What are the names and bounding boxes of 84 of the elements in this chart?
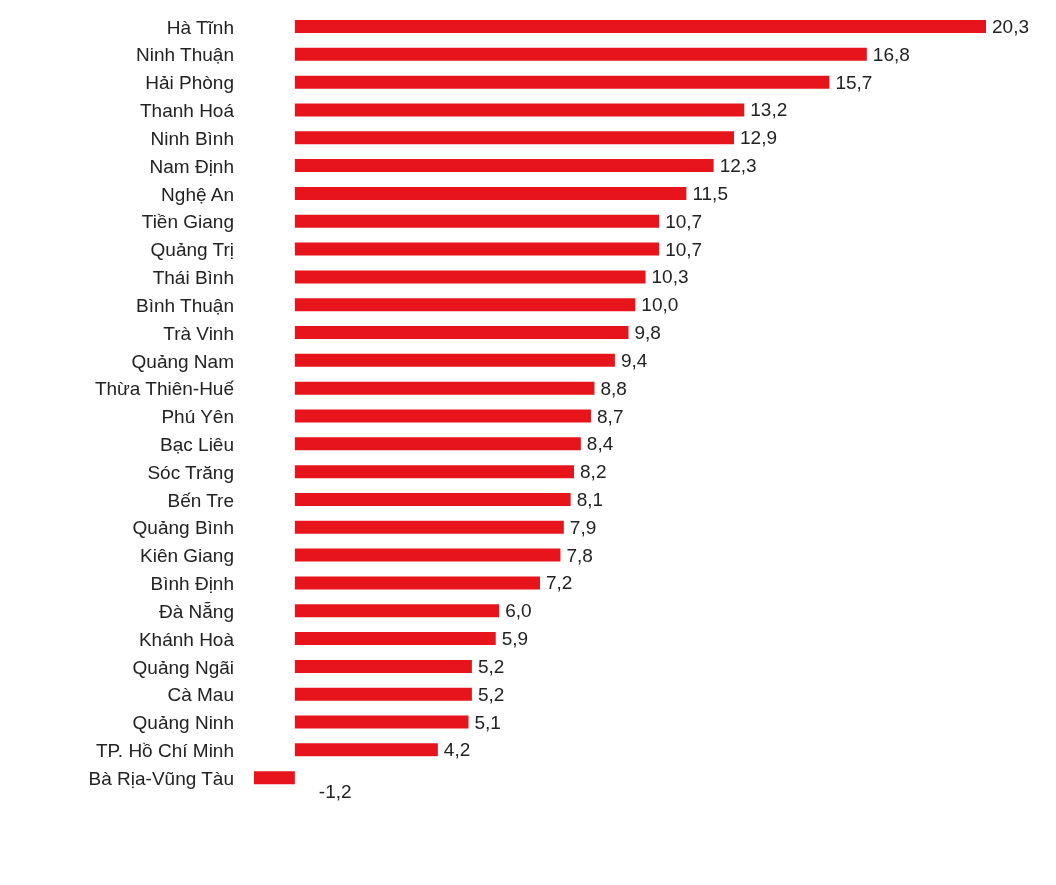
bar xyxy=(294,437,581,451)
y-tick-label: Quảng Nam xyxy=(131,350,234,372)
bar xyxy=(294,214,660,228)
data-label: 7,8 xyxy=(566,544,593,566)
y-tick-label: Bến Tre xyxy=(167,489,234,511)
bar xyxy=(294,743,438,757)
bar xyxy=(294,47,867,61)
y-tick-label: Sóc Trăng xyxy=(147,461,234,483)
data-label: 7,9 xyxy=(569,516,597,538)
y-tick-label: TP. Hồ Chí Minh xyxy=(96,740,234,762)
bar xyxy=(294,659,472,673)
bar xyxy=(294,159,714,173)
y-tick-label: Cà Mau xyxy=(167,684,234,706)
y-tick-label: Ninh Bình xyxy=(150,127,234,149)
y-tick-label: Thái Bình xyxy=(152,267,234,289)
data-label: 16,8 xyxy=(872,43,910,65)
bar xyxy=(294,326,629,340)
y-tick-label: Phú Yên xyxy=(161,406,234,428)
bar xyxy=(294,20,986,33)
data-label: 10,3 xyxy=(651,266,689,288)
bar xyxy=(294,353,615,367)
bar xyxy=(294,409,592,423)
bar xyxy=(294,75,830,89)
bar xyxy=(294,270,646,284)
bar xyxy=(294,298,636,312)
y-tick-label: Nam Định xyxy=(149,155,234,177)
bar xyxy=(294,242,660,256)
bar xyxy=(294,465,575,479)
y-tick-label: Khánh Hoà xyxy=(138,628,235,650)
data-label: 15,7 xyxy=(835,71,873,93)
data-label: 12,3 xyxy=(719,155,757,177)
data-label: 6,0 xyxy=(505,600,532,622)
bar xyxy=(294,131,735,145)
data-label: 10,7 xyxy=(665,238,703,260)
data-label: 5,9 xyxy=(501,628,529,650)
data-label: 9,8 xyxy=(634,322,661,344)
y-tick-label: Bình Định xyxy=(150,573,234,595)
bar xyxy=(294,381,595,395)
data-label: 11,5 xyxy=(692,182,728,204)
y-tick-label: Hải Phòng xyxy=(145,72,234,94)
y-tick-label: Trà Vinh xyxy=(163,322,234,344)
data-label: 8,7 xyxy=(597,405,624,427)
y-tick-label: Nghệ An xyxy=(161,183,234,205)
y-tick-label: Tiền Giang xyxy=(141,211,234,233)
data-label: 8,1 xyxy=(576,488,604,510)
data-label: 7,2 xyxy=(545,572,573,594)
bar xyxy=(294,576,540,590)
data-label: 5,1 xyxy=(474,711,501,733)
y-tick-label: Quảng Trị xyxy=(150,239,234,261)
data-label: 8,8 xyxy=(600,377,627,399)
data-label: 5,2 xyxy=(477,655,505,677)
bar xyxy=(294,632,496,646)
bar xyxy=(294,103,745,117)
bar xyxy=(294,715,469,729)
y-tick-label: Bạc Liêu xyxy=(160,433,234,455)
data-label: 8,4 xyxy=(586,433,614,455)
y-tick-label: Thanh Hoá xyxy=(139,100,235,122)
y-tick-label: Hà Tĩnh xyxy=(166,16,234,38)
data-label: 13,2 xyxy=(750,99,788,121)
y-tick-label: Bình Thuận xyxy=(136,294,234,316)
y-tick-label: Thừa Thiên-Huế xyxy=(94,378,235,400)
data-label: 5,2 xyxy=(477,683,505,705)
data-label: -1,2 xyxy=(318,781,352,803)
data-label: 10,0 xyxy=(641,294,679,316)
data-label: 4,2 xyxy=(443,739,471,761)
data-label: 20,3 xyxy=(992,16,1029,37)
y-tick-label: Kiên Giang xyxy=(139,545,234,567)
bar xyxy=(294,186,687,200)
y-tick-label: Ninh Thuận xyxy=(136,44,234,66)
data-label: 12,9 xyxy=(740,127,778,149)
y-tick-label: Quảng Ninh xyxy=(132,712,234,734)
data-label: 9,4 xyxy=(620,349,648,371)
y-tick-label: Quảng Ngãi xyxy=(132,656,234,678)
y-tick-label: Quảng Bình xyxy=(132,517,234,539)
y-tick-label: Đà Nẵng xyxy=(159,600,234,622)
bar xyxy=(294,492,571,506)
data-label: 10,7 xyxy=(665,210,703,232)
bar xyxy=(294,687,472,701)
bar xyxy=(294,520,564,534)
bar xyxy=(294,548,561,562)
bar xyxy=(294,604,500,618)
bar xyxy=(254,771,295,785)
data-label: 8,2 xyxy=(580,461,607,483)
y-tick-label: Bà Rịa-Vũng Tàu xyxy=(88,767,234,789)
